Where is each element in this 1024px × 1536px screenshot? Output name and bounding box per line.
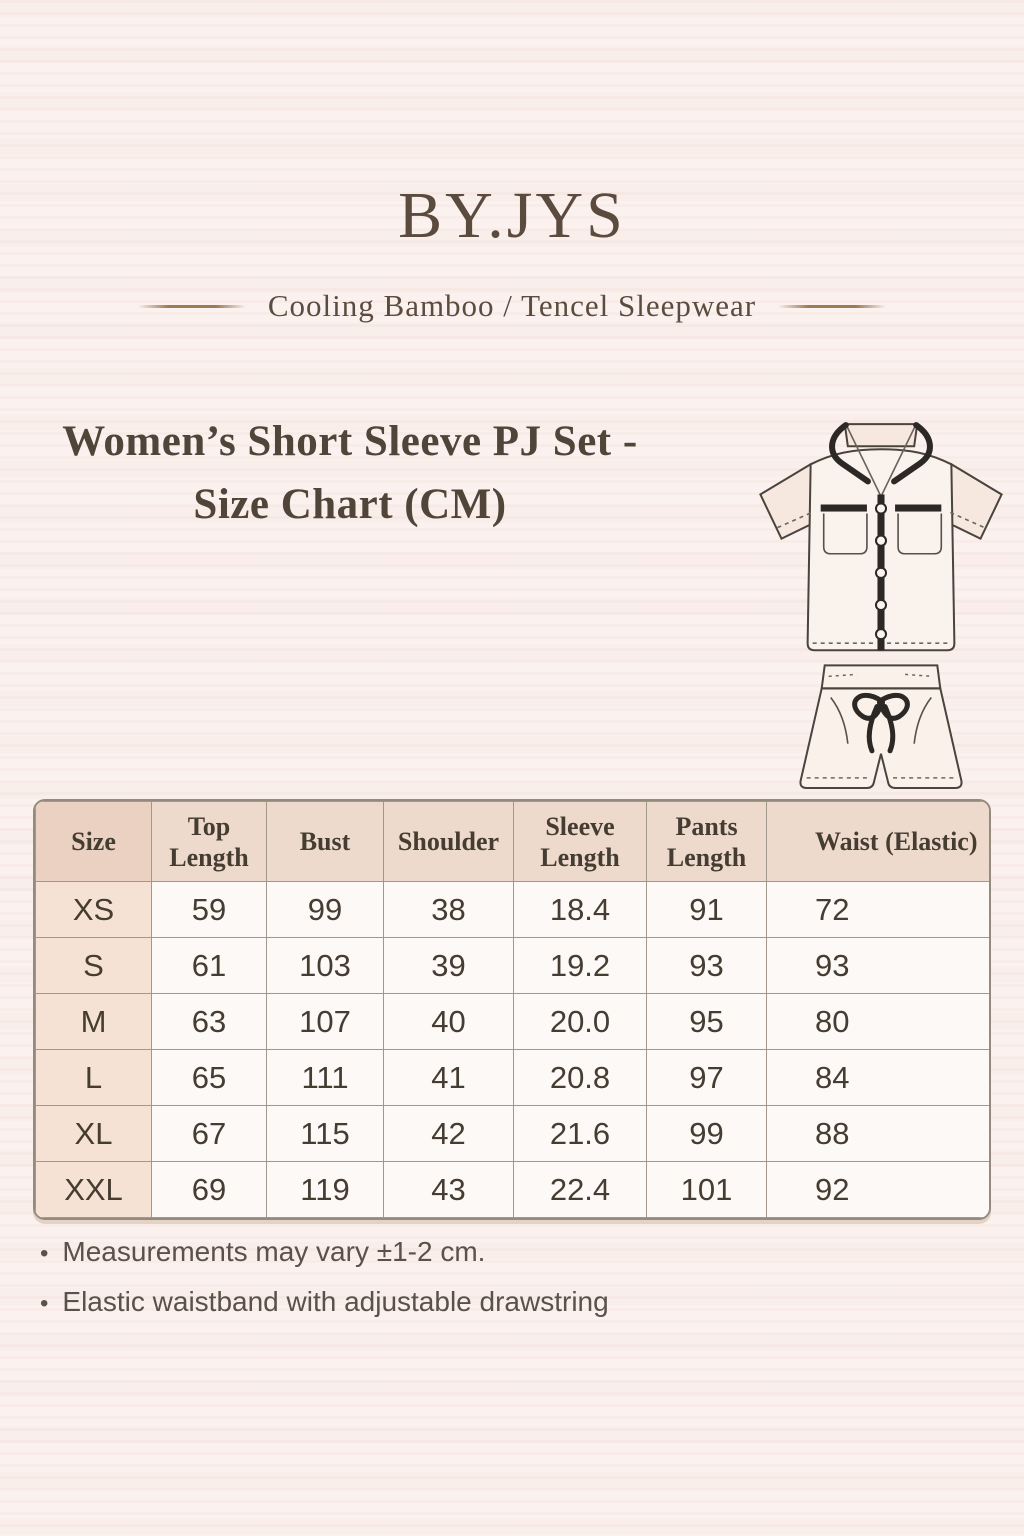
decorative-rule-right (778, 304, 887, 308)
sleeve-length-value: 22.4 (513, 1161, 647, 1218)
size-label-xxl: XXL (35, 1161, 152, 1218)
bullet-icon: • (40, 1290, 49, 1317)
column-header-shoulder: Shoulder (383, 801, 514, 882)
shoulder-value: 40 (383, 993, 514, 1050)
pajama-shorts-illustration (799, 664, 963, 789)
column-header-bust: Bust (266, 801, 384, 882)
pants-length-value: 101 (646, 1161, 767, 1218)
column-header-size: Size (35, 801, 152, 882)
bust-value: 115 (266, 1105, 384, 1162)
bullet-icon: • (40, 1240, 49, 1267)
size-row-xl: XL 67 115 42 21.6 99 88 (35, 1105, 989, 1162)
size-chart-table: Size Top Length Bust Shoulder Sleeve Length P… (35, 801, 989, 1218)
note-item-2: • Elastic waistband with adjustable draws… (40, 1286, 940, 1318)
top-length-value: 63 (151, 993, 267, 1050)
shoulder-value: 41 (383, 1049, 514, 1106)
waist-elastic-value: 72 (766, 881, 989, 938)
sleeve-length-value: 19.2 (513, 937, 647, 994)
bust-value: 107 (266, 993, 384, 1050)
waist-elastic-value: 88 (766, 1105, 989, 1162)
waist-elastic-value: 80 (766, 993, 989, 1050)
brand-tagline: Cooling Bamboo / Tencel Sleepwear (267, 288, 757, 323)
size-label-l: L (35, 1049, 152, 1106)
shoulder-value: 38 (383, 881, 514, 938)
sleeve-length-value: 21.6 (513, 1105, 647, 1162)
sleeve-length-value: 20.0 (513, 993, 647, 1050)
note-text: Elastic waistband with adjustable drawst… (62, 1286, 609, 1317)
size-row-m: M 63 107 40 20.0 95 80 (35, 993, 989, 1050)
brand-name: BY.JYS (398, 179, 626, 252)
top-length-value: 59 (151, 881, 267, 938)
bust-value: 111 (266, 1049, 384, 1106)
size-label-s: S (35, 937, 152, 994)
shoulder-value: 43 (383, 1161, 514, 1218)
size-row-xxl: XXL 69 119 43 22.4 101 92 (35, 1161, 989, 1218)
pajama-set-illustration (740, 406, 1022, 798)
pants-length-value: 93 (646, 937, 767, 994)
size-row-s: S 61 103 39 19.2 93 93 (35, 937, 989, 994)
page-title-line1: Women’s Short Sleeve PJ Set - (62, 418, 638, 465)
size-label-xs: XS (35, 881, 152, 938)
page-title: Women’s Short Sleeve PJ Set - Size Chart… (22, 410, 678, 536)
top-length-value: 67 (151, 1105, 267, 1162)
shoulder-value: 39 (383, 937, 514, 994)
note-item-1: • Measurements may vary ±1-2 cm. (40, 1236, 940, 1268)
sleeve-length-value: 18.4 (513, 881, 647, 938)
table-header-row: Size Top Length Bust Shoulder Sleeve Length P… (35, 801, 989, 882)
pajama-shirt-illustration (759, 422, 1003, 652)
shoulder-value: 42 (383, 1105, 514, 1162)
column-header-pants-length: Pants Length (646, 801, 767, 882)
waist-elastic-value: 93 (766, 937, 989, 994)
top-length-value: 69 (151, 1161, 267, 1218)
pants-length-value: 91 (646, 881, 767, 938)
size-label-xl: XL (35, 1105, 152, 1162)
pants-length-value: 99 (646, 1105, 767, 1162)
page-title-line2: Size Chart (CM) (193, 481, 507, 528)
bust-value: 103 (266, 937, 384, 994)
size-row-l: L 65 111 41 20.8 97 84 (35, 1049, 989, 1106)
bust-value: 99 (266, 881, 384, 938)
pants-length-value: 95 (646, 993, 767, 1050)
column-header-waist-elastic: Waist (Elastic) (766, 801, 989, 882)
sleeve-length-value: 20.8 (513, 1049, 647, 1106)
bust-value: 119 (266, 1161, 384, 1218)
decorative-rule-left (137, 304, 246, 308)
pants-length-value: 97 (646, 1049, 767, 1106)
size-row-xs: XS 59 99 38 18.4 91 72 (35, 881, 989, 938)
column-header-top-length: Top Length (151, 801, 267, 882)
brand-tagline-row: Cooling Bamboo / Tencel Sleepwear (0, 288, 1024, 324)
column-header-sleeve-length: Sleeve Length (513, 801, 647, 882)
size-chart-table-card: Size Top Length Bust Shoulder Sleeve Length P… (33, 799, 991, 1220)
note-text: Measurements may vary ±1-2 cm. (62, 1236, 486, 1267)
top-length-value: 61 (151, 937, 267, 994)
waist-elastic-value: 92 (766, 1161, 989, 1218)
size-label-m: M (35, 993, 152, 1050)
notes-list: • Measurements may vary ±1-2 cm. • Elastic … (40, 1236, 940, 1336)
top-length-value: 65 (151, 1049, 267, 1106)
waist-elastic-value: 84 (766, 1049, 989, 1106)
